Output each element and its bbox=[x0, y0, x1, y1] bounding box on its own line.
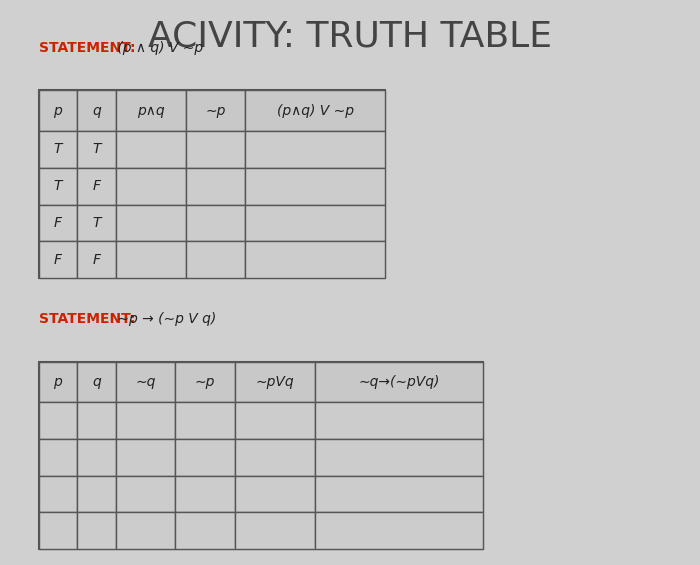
Bar bbox=[315, 402, 483, 439]
Bar bbox=[175, 362, 234, 402]
Bar bbox=[38, 168, 77, 205]
Bar bbox=[116, 439, 175, 476]
Text: q: q bbox=[92, 375, 101, 389]
Text: F: F bbox=[54, 216, 62, 230]
Text: ACIVITY: TRUTH TABLE: ACIVITY: TRUTH TABLE bbox=[148, 20, 552, 54]
Bar bbox=[38, 205, 77, 241]
Bar bbox=[77, 512, 116, 549]
Text: T: T bbox=[53, 179, 62, 193]
Text: T: T bbox=[92, 142, 101, 157]
Bar bbox=[77, 362, 116, 402]
Bar bbox=[245, 90, 385, 131]
Text: (p ∧ q) V ∼p: (p ∧ q) V ∼p bbox=[113, 41, 204, 55]
Text: F: F bbox=[92, 179, 100, 193]
Bar bbox=[315, 512, 483, 549]
Bar bbox=[234, 476, 315, 512]
Text: ∼p: ∼p bbox=[205, 104, 225, 118]
Bar bbox=[77, 241, 116, 278]
Bar bbox=[234, 362, 315, 402]
Bar bbox=[77, 476, 116, 512]
Bar bbox=[77, 90, 116, 131]
Bar bbox=[245, 241, 385, 278]
Bar bbox=[38, 512, 77, 549]
Bar bbox=[186, 241, 245, 278]
Bar bbox=[38, 131, 77, 168]
Bar bbox=[175, 439, 234, 476]
Bar bbox=[38, 402, 77, 439]
Bar bbox=[77, 402, 116, 439]
Bar bbox=[175, 402, 234, 439]
Text: T: T bbox=[92, 216, 101, 230]
Text: ∼p → (∼p V q): ∼p → (∼p V q) bbox=[113, 312, 217, 326]
Bar bbox=[38, 476, 77, 512]
Bar bbox=[38, 362, 483, 549]
Bar bbox=[186, 90, 245, 131]
Bar bbox=[38, 241, 77, 278]
Text: T: T bbox=[53, 142, 62, 157]
Text: p∧q: p∧q bbox=[136, 104, 164, 118]
Text: q: q bbox=[92, 104, 101, 118]
Text: p: p bbox=[53, 104, 62, 118]
Bar bbox=[315, 476, 483, 512]
Text: STATEMENT:: STATEMENT: bbox=[38, 41, 135, 55]
Bar bbox=[116, 241, 186, 278]
Bar bbox=[77, 168, 116, 205]
Bar bbox=[186, 205, 245, 241]
Bar bbox=[186, 131, 245, 168]
Bar bbox=[77, 205, 116, 241]
Text: ∼q→(∼pVq): ∼q→(∼pVq) bbox=[358, 375, 440, 389]
Text: (p∧q) V ∼p: (p∧q) V ∼p bbox=[276, 104, 354, 118]
Text: STATEMENT:: STATEMENT: bbox=[38, 312, 135, 326]
Text: p: p bbox=[53, 375, 62, 389]
Bar bbox=[116, 131, 186, 168]
Bar bbox=[245, 205, 385, 241]
Bar bbox=[116, 512, 175, 549]
Bar bbox=[234, 439, 315, 476]
Bar bbox=[38, 90, 385, 278]
Bar bbox=[116, 205, 186, 241]
Bar bbox=[234, 402, 315, 439]
Bar bbox=[38, 90, 77, 131]
Text: F: F bbox=[92, 253, 100, 267]
Bar bbox=[116, 476, 175, 512]
Bar bbox=[315, 362, 483, 402]
Text: ∼q: ∼q bbox=[135, 375, 155, 389]
Text: ∼pVq: ∼pVq bbox=[256, 375, 294, 389]
Bar bbox=[245, 131, 385, 168]
Text: ∼p: ∼p bbox=[195, 375, 215, 389]
Bar bbox=[245, 168, 385, 205]
Bar bbox=[116, 362, 175, 402]
Bar bbox=[116, 402, 175, 439]
Bar bbox=[77, 131, 116, 168]
Bar bbox=[186, 168, 245, 205]
Bar bbox=[77, 439, 116, 476]
Bar bbox=[116, 90, 186, 131]
Bar bbox=[38, 362, 77, 402]
Bar bbox=[175, 476, 234, 512]
Bar bbox=[234, 512, 315, 549]
Bar bbox=[38, 439, 77, 476]
Bar bbox=[116, 168, 186, 205]
Bar bbox=[175, 512, 234, 549]
Text: F: F bbox=[54, 253, 62, 267]
Bar bbox=[315, 439, 483, 476]
